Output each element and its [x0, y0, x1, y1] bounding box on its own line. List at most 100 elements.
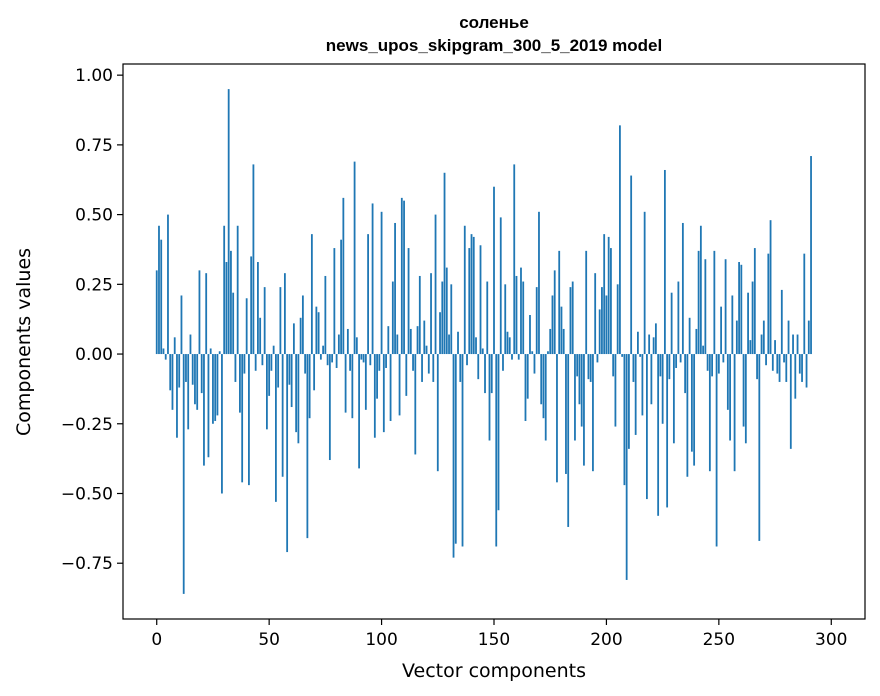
bar — [612, 354, 615, 377]
bar — [376, 354, 378, 399]
bar — [270, 354, 273, 371]
bar — [619, 125, 621, 355]
bar — [657, 354, 660, 516]
bar — [164, 354, 167, 360]
bar — [405, 354, 408, 396]
bar — [463, 225, 466, 355]
bar — [713, 250, 716, 355]
bar — [340, 239, 342, 355]
bar — [155, 270, 158, 355]
bar — [452, 354, 455, 558]
bar — [504, 284, 507, 355]
chart-subtitle: news_upos_skipgram_300_5_2019 model — [326, 36, 662, 55]
bar — [576, 354, 579, 377]
bar — [182, 354, 185, 594]
bar — [666, 354, 669, 508]
bar — [567, 354, 570, 527]
bar — [418, 275, 421, 355]
bar — [652, 337, 655, 355]
bar — [654, 323, 657, 355]
bar — [535, 287, 538, 355]
bar — [533, 354, 536, 374]
bar — [337, 334, 340, 355]
bar — [158, 225, 160, 355]
bar — [448, 334, 450, 355]
bar — [517, 354, 520, 360]
bar — [672, 354, 675, 444]
bar — [711, 354, 713, 377]
bar — [641, 354, 644, 416]
bar — [407, 248, 410, 355]
bar — [628, 354, 630, 449]
bar — [589, 354, 592, 382]
bar — [508, 337, 511, 355]
bar — [488, 354, 491, 441]
bar — [371, 203, 374, 355]
bar — [185, 354, 187, 382]
bar — [789, 354, 792, 449]
bar — [245, 298, 248, 355]
bar — [373, 354, 376, 438]
bar — [805, 354, 808, 388]
bar — [699, 225, 702, 355]
bar — [553, 270, 556, 355]
x-tick-label: 150 — [478, 630, 510, 650]
bar — [607, 236, 610, 355]
bar — [299, 317, 302, 355]
bar — [167, 214, 169, 355]
bar — [212, 354, 214, 424]
bar — [493, 186, 495, 355]
bar — [787, 320, 790, 355]
bar — [724, 259, 727, 355]
bar — [630, 175, 633, 355]
bar — [367, 234, 369, 355]
bar — [445, 267, 448, 355]
bar — [432, 354, 435, 382]
bar — [690, 354, 693, 452]
bar — [621, 354, 624, 357]
bar — [176, 354, 178, 438]
bar — [292, 323, 295, 355]
bar — [585, 250, 588, 355]
bar — [207, 354, 210, 458]
bar — [695, 328, 698, 355]
bar — [598, 309, 601, 355]
y-axis-label: Components values — [13, 248, 35, 436]
bar — [266, 354, 268, 430]
bar — [423, 320, 426, 355]
bar — [574, 354, 576, 441]
bar — [275, 354, 277, 502]
bar — [421, 354, 423, 382]
bar — [486, 281, 489, 355]
bar — [544, 354, 547, 441]
bar — [382, 354, 385, 433]
bar — [587, 354, 590, 380]
bar — [259, 317, 262, 355]
bar — [684, 354, 687, 394]
bar — [189, 334, 192, 355]
bar — [675, 354, 678, 368]
bar — [639, 354, 642, 357]
bar — [468, 248, 471, 355]
bar — [632, 354, 635, 382]
bar — [441, 281, 444, 355]
bar — [360, 354, 363, 360]
bar — [661, 354, 664, 424]
x-tick-label: 250 — [703, 630, 735, 650]
bar — [389, 354, 392, 421]
bar — [670, 292, 673, 355]
bar — [801, 354, 803, 382]
bar — [218, 351, 221, 355]
bar — [196, 354, 199, 410]
bar — [283, 273, 286, 355]
y-tick-label: −0.50 — [61, 484, 113, 504]
bar — [663, 169, 666, 355]
bar — [254, 354, 257, 371]
y-tick-label: −0.75 — [61, 554, 113, 574]
bar — [610, 248, 612, 355]
bar — [765, 354, 767, 366]
bar — [252, 164, 255, 355]
bar — [688, 317, 691, 355]
bar — [250, 256, 253, 355]
bar — [650, 354, 653, 405]
